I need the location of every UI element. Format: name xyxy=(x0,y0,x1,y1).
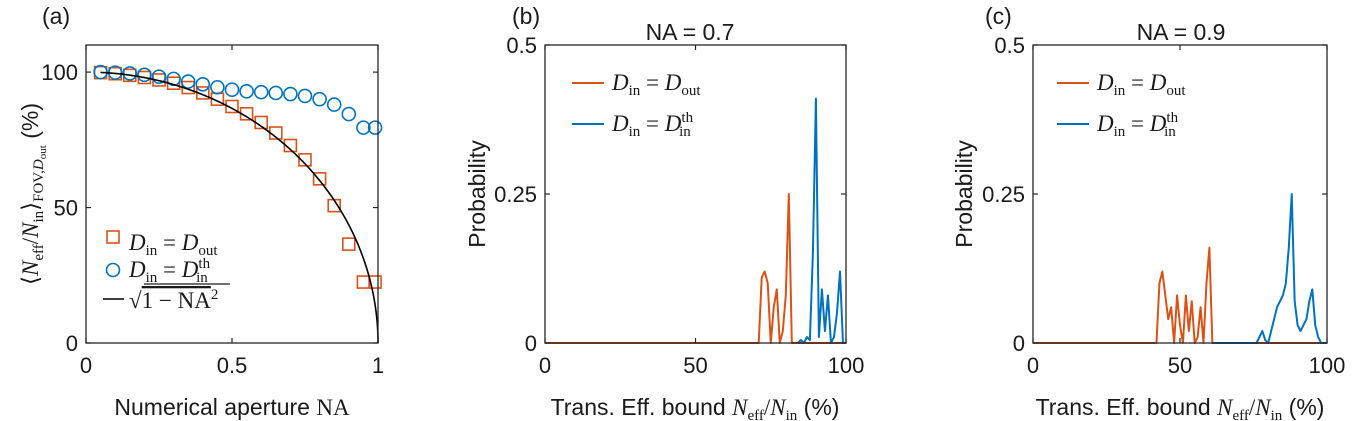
y-axis-label: Probability xyxy=(464,140,490,248)
x-tick-label: 100 xyxy=(1309,353,1346,378)
circle-point xyxy=(151,69,167,84)
y-axis-label: ⟨Neff/Nin⟩FOV,Dout (%) xyxy=(17,103,49,285)
ticks-b: 0 50 100 0 0.25 0.5 xyxy=(494,33,864,378)
y-tick-label: 0.25 xyxy=(494,182,537,207)
y-axis-label: Probability xyxy=(951,140,977,248)
legend: Din = Dout Din = Dth in xyxy=(1057,70,1186,140)
square-point xyxy=(356,275,371,289)
marks-c xyxy=(1033,193,1327,344)
panel-label: (c) xyxy=(985,3,1012,29)
circle-point xyxy=(210,79,225,95)
panel-b: (b) NA = 0.7 0 50 100 0 0.25 0.5 Trans. Eff. … xyxy=(464,3,864,421)
chart-title: NA = 0.7 xyxy=(646,19,735,45)
x-tick-label: 0 xyxy=(1027,353,1039,378)
series-line xyxy=(1212,193,1327,344)
legend-label-sqrt: √1 − NA2 xyxy=(129,287,218,313)
x-tick-label: 50 xyxy=(683,353,707,378)
y-tick-label: 100 xyxy=(41,60,78,85)
circle-point xyxy=(122,66,138,81)
y-tick-label: 0 xyxy=(525,331,537,356)
x-tick-label: 100 xyxy=(828,353,865,378)
series-line xyxy=(1033,246,1327,344)
series-sqrt-curve xyxy=(100,71,379,343)
legend-label-d-th: Din = Dth in xyxy=(128,256,211,286)
circle-point xyxy=(356,120,371,135)
square-point xyxy=(341,237,356,251)
circle-point xyxy=(326,97,342,112)
square-point xyxy=(298,153,312,167)
square-point xyxy=(368,275,382,289)
square-point xyxy=(312,172,327,186)
square-point xyxy=(283,138,298,153)
circle-point xyxy=(312,91,327,107)
y-tick-label: 50 xyxy=(54,196,78,221)
circle-point xyxy=(195,76,211,92)
legend-label-d-out: Din = Dout xyxy=(611,70,701,99)
ticks-a: 0 0.5 1 0 50 100 xyxy=(41,45,384,378)
square-point xyxy=(225,99,239,114)
panel-label: (b) xyxy=(512,3,540,29)
y-tick-label: 0.25 xyxy=(982,182,1025,207)
x-tick-label: 1 xyxy=(372,353,384,378)
legend-circle-marker xyxy=(105,262,121,278)
circle-point xyxy=(180,74,196,89)
marks-a xyxy=(93,64,383,343)
marks-b xyxy=(545,97,846,344)
legend: Din = Dout Din = Dth in √1 − NA2 xyxy=(103,230,230,313)
x-tick-label: 0.5 xyxy=(217,353,248,378)
circle-point xyxy=(239,84,254,99)
y-tick-label: 0 xyxy=(1013,331,1025,356)
legend-label-d-th: Din = Dth in xyxy=(611,110,694,140)
y-tick-label: 0 xyxy=(66,331,78,356)
x-axis-label: Numerical aperture NA xyxy=(114,394,350,420)
chart-title: NA = 0.9 xyxy=(1137,19,1226,45)
legend-label-d-th: Din = Dth in xyxy=(1096,110,1179,140)
y-tick-label: 0.5 xyxy=(506,33,537,58)
panel-a: (a) 0 0.5 1 0 50 100 Numerical aperture NA ⟨N… xyxy=(17,3,384,420)
panel-label: (a) xyxy=(42,3,70,29)
ticks-c: 0 50 100 0 0.25 0.5 xyxy=(982,33,1345,378)
circle-point xyxy=(224,82,240,97)
y-tick-label: 0.5 xyxy=(994,33,1025,58)
legend-square-marker xyxy=(106,230,120,244)
legend-label-d-out: Din = Dout xyxy=(128,230,218,259)
circle-point xyxy=(137,67,152,83)
series-line xyxy=(545,193,846,344)
x-tick-label: 0 xyxy=(80,353,92,378)
legend-label-d-out: Din = Dout xyxy=(1096,70,1186,99)
circle-point xyxy=(253,84,269,100)
circle-point xyxy=(367,120,383,135)
circle-point xyxy=(297,88,313,104)
circle-point xyxy=(341,106,357,122)
panel-c: (c) NA = 0.9 0 50 100 0 0.25 0.5 Trans. Eff. … xyxy=(951,3,1345,421)
x-tick-label: 50 xyxy=(1168,353,1192,378)
legend: Din = Dout Din = Dth in xyxy=(572,70,701,140)
x-axis-label: Trans. Eff. bound Neff/Nin (%) xyxy=(1036,394,1325,421)
x-axis-label: Trans. Eff. bound Neff/Nin (%) xyxy=(551,394,840,421)
series-line xyxy=(797,97,846,344)
circle-point xyxy=(268,85,284,101)
x-tick-label: 0 xyxy=(539,353,551,378)
circle-point xyxy=(283,86,298,102)
